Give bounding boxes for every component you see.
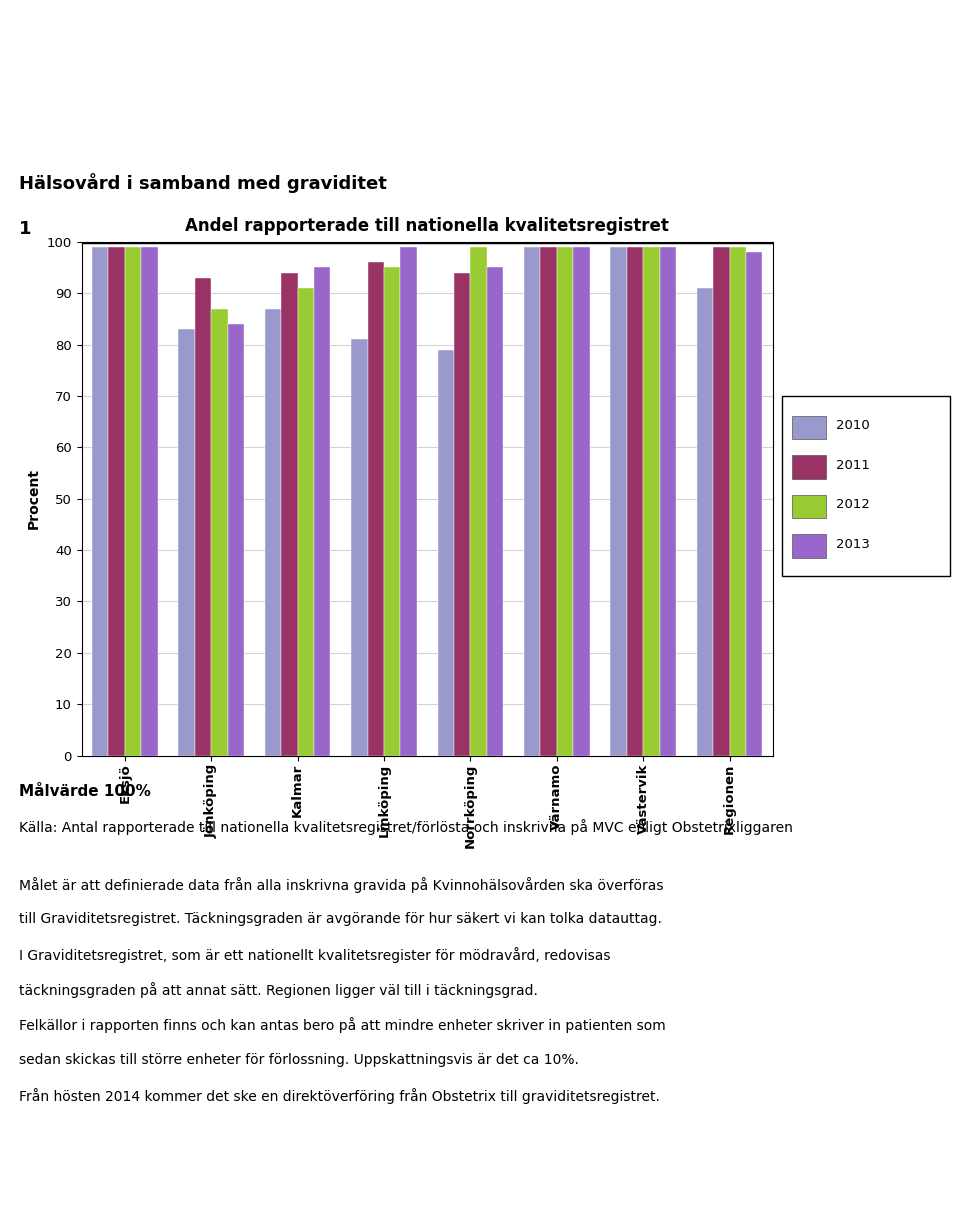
- Bar: [108, 247, 125, 756]
- Bar: [793, 534, 826, 557]
- Bar: [730, 247, 746, 756]
- Bar: [351, 340, 368, 756]
- Text: täckningsgraden på att annat sätt. Regionen ligger väl till i täckningsgrad.: täckningsgraden på att annat sätt. Regio…: [19, 983, 538, 999]
- Text: till Graviditetsregistret. Täckningsgraden är avgörande för hur säkert vi kan to: till Graviditetsregistret. Täckningsgrad…: [19, 912, 662, 926]
- Bar: [368, 262, 384, 756]
- Text: Källa: Antal rapporterade till nationella kvalitetsregistret/förlösta och inskri: Källa: Antal rapporterade till nationell…: [19, 818, 793, 834]
- Text: Felkällor i rapporten finns och kan antas bero på att mindre enheter skriver in : Felkällor i rapporten finns och kan anta…: [19, 1018, 666, 1034]
- Bar: [141, 247, 157, 756]
- Bar: [793, 456, 826, 479]
- Text: Från hösten 2014 kommer det ske en direktöverföring från Obstetrix till gravidit: Från hösten 2014 kommer det ske en direk…: [19, 1088, 660, 1104]
- Text: 2011: 2011: [836, 458, 870, 472]
- Bar: [573, 247, 589, 756]
- Bar: [487, 267, 503, 756]
- Bar: [298, 288, 314, 756]
- Text: Målet är att definierade data från alla inskrivna gravida på Kvinnohälsovården s: Målet är att definierade data från alla …: [19, 877, 663, 892]
- Bar: [793, 494, 826, 519]
- Bar: [314, 267, 330, 756]
- Bar: [713, 247, 730, 756]
- Bar: [384, 267, 400, 756]
- Bar: [228, 324, 244, 756]
- Bar: [125, 247, 141, 756]
- Text: Målvärde 100%: Målvärde 100%: [19, 785, 151, 799]
- Bar: [540, 247, 557, 756]
- Title: Andel rapporterade till nationella kvalitetsregistret: Andel rapporterade till nationella kvali…: [185, 216, 669, 235]
- Bar: [627, 247, 643, 756]
- Bar: [643, 247, 660, 756]
- Bar: [195, 278, 211, 756]
- Bar: [92, 247, 108, 756]
- Bar: [281, 273, 298, 756]
- Text: sedan skickas till större enheter för förlossning. Uppskattningsvis är det ca 10: sedan skickas till större enheter för fö…: [19, 1053, 579, 1066]
- Bar: [179, 329, 195, 756]
- Bar: [660, 247, 676, 756]
- Bar: [524, 247, 540, 756]
- Bar: [611, 247, 627, 756]
- Text: Hälsovård i samband med graviditet: Hälsovård i samband med graviditet: [19, 173, 387, 193]
- Bar: [438, 349, 454, 756]
- Y-axis label: Procent: Procent: [27, 468, 41, 530]
- Text: 2013: 2013: [836, 538, 870, 551]
- Bar: [746, 251, 762, 756]
- Text: I Graviditetsregistret, som är ett nationellt kvalitetsregister för mödravård, r: I Graviditetsregistret, som är ett natio…: [19, 947, 611, 964]
- Bar: [697, 288, 713, 756]
- Bar: [793, 416, 826, 439]
- Bar: [557, 247, 573, 756]
- Text: 2010: 2010: [836, 420, 870, 432]
- Bar: [470, 247, 487, 756]
- Bar: [454, 273, 470, 756]
- Text: 1: 1: [19, 220, 32, 238]
- Bar: [211, 308, 228, 756]
- Bar: [400, 247, 417, 756]
- Bar: [265, 308, 281, 756]
- Text: 2012: 2012: [836, 498, 870, 511]
